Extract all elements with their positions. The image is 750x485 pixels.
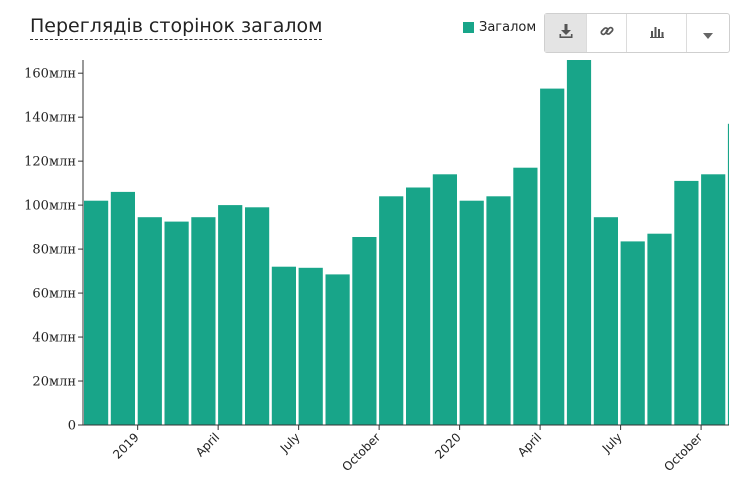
bar[interactable] bbox=[245, 207, 270, 425]
chart-title: Переглядів сторінок загалом bbox=[30, 14, 323, 40]
y-tick-label: 40млн bbox=[32, 331, 76, 346]
bar[interactable] bbox=[513, 167, 538, 425]
bar[interactable] bbox=[727, 123, 729, 426]
bar[interactable] bbox=[459, 200, 484, 425]
x-tick-label: July bbox=[599, 430, 625, 456]
y-tick-label: 140млн bbox=[24, 111, 76, 126]
y-tick-label: 120млн bbox=[24, 155, 76, 170]
bar[interactable] bbox=[432, 174, 457, 425]
bar[interactable] bbox=[271, 266, 296, 425]
legend-label: Загалом bbox=[479, 20, 537, 35]
x-tick-label: July bbox=[277, 430, 303, 456]
more-options-button[interactable] bbox=[687, 14, 729, 52]
bar[interactable] bbox=[164, 221, 189, 425]
legend-swatch bbox=[463, 22, 474, 33]
y-tick-label: 0 bbox=[68, 419, 76, 434]
bar[interactable] bbox=[218, 205, 243, 425]
x-tick-label: 2020 bbox=[432, 430, 463, 461]
bar[interactable] bbox=[566, 60, 592, 425]
bar[interactable] bbox=[110, 191, 135, 425]
x-tick-label: April bbox=[515, 430, 544, 459]
bar[interactable] bbox=[379, 196, 404, 425]
download-button[interactable] bbox=[545, 14, 587, 52]
bar[interactable] bbox=[84, 200, 109, 425]
y-tick-label: 160млн bbox=[24, 67, 76, 82]
chevron-down-icon bbox=[703, 24, 713, 43]
bar[interactable] bbox=[674, 180, 699, 425]
y-tick-label: 60млн bbox=[32, 287, 76, 302]
y-tick-label: 20млн bbox=[32, 375, 76, 390]
x-tick-label: 2019 bbox=[110, 430, 141, 461]
x-tick-label: October bbox=[661, 430, 705, 474]
bar[interactable] bbox=[406, 187, 431, 426]
bar[interactable] bbox=[298, 267, 323, 425]
bar[interactable] bbox=[701, 174, 726, 425]
bar[interactable] bbox=[137, 217, 162, 425]
bar[interactable] bbox=[191, 217, 216, 425]
bar[interactable] bbox=[647, 233, 672, 425]
bar[interactable] bbox=[620, 241, 645, 425]
chart-toolbar bbox=[544, 13, 730, 53]
bar[interactable] bbox=[540, 88, 565, 425]
bar[interactable] bbox=[352, 237, 377, 425]
legend[interactable]: Загалом bbox=[463, 20, 536, 35]
x-tick-label: October bbox=[339, 430, 383, 474]
y-tick-label: 80млн bbox=[32, 243, 76, 258]
link-icon bbox=[599, 23, 615, 43]
bar[interactable] bbox=[486, 196, 511, 425]
link-button[interactable] bbox=[587, 14, 627, 52]
bar-chart-icon bbox=[649, 24, 665, 43]
y-tick-label: 100млн bbox=[24, 199, 76, 214]
download-icon bbox=[558, 23, 574, 43]
x-tick-label: April bbox=[193, 430, 222, 459]
bar[interactable] bbox=[325, 274, 350, 425]
chart-type-button[interactable] bbox=[627, 14, 687, 52]
bar[interactable] bbox=[593, 217, 618, 425]
